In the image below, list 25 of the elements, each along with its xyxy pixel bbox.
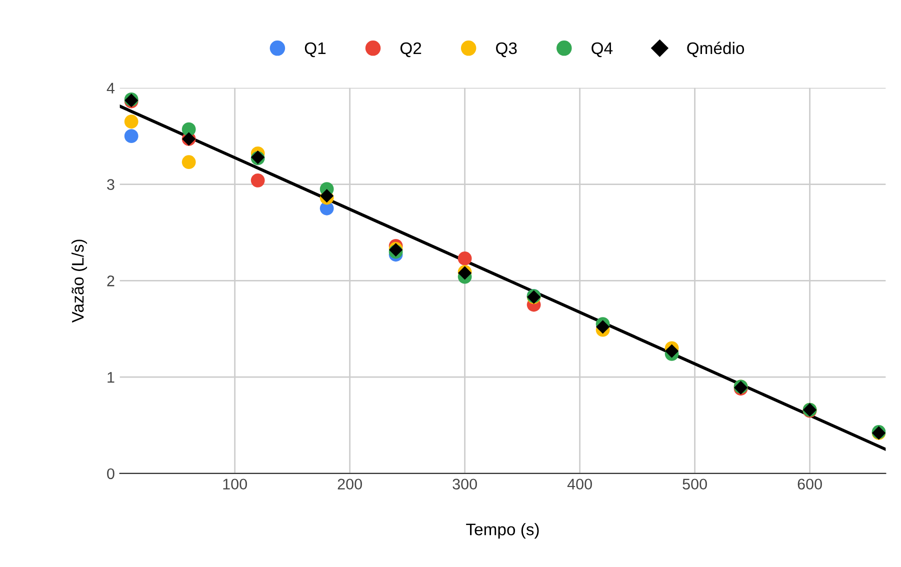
point [458, 252, 472, 266]
x-tick-label: 300 [452, 478, 477, 490]
y-tick-label: 0 [107, 468, 114, 480]
x-tick-label: 200 [338, 478, 362, 490]
y-tick-label: 2 [107, 276, 114, 286]
legend-label: Qmédio [687, 42, 744, 58]
legend-label: Q3 [496, 42, 517, 58]
legend-label: Q2 [400, 42, 422, 58]
legend-label: Q1 [304, 42, 326, 58]
point [182, 155, 196, 170]
y-axis-title: Vazão (L/s) [71, 240, 88, 323]
point [250, 173, 265, 188]
x-axis-title: Tempo (s) [466, 523, 539, 539]
x-tick-label: 400 [567, 478, 592, 490]
y-tick-label: 1 [108, 372, 114, 383]
point [664, 344, 679, 358]
point [124, 129, 138, 144]
y-tick-label: 3 [107, 179, 114, 190]
y-tick-label: 4 [106, 82, 115, 94]
legend-label: Q4 [592, 42, 613, 58]
x-tick-label: 600 [798, 478, 822, 490]
x-tick-label: 500 [682, 478, 707, 490]
point [124, 114, 138, 129]
x-tick-label: 100 [223, 478, 247, 490]
point [596, 320, 610, 334]
